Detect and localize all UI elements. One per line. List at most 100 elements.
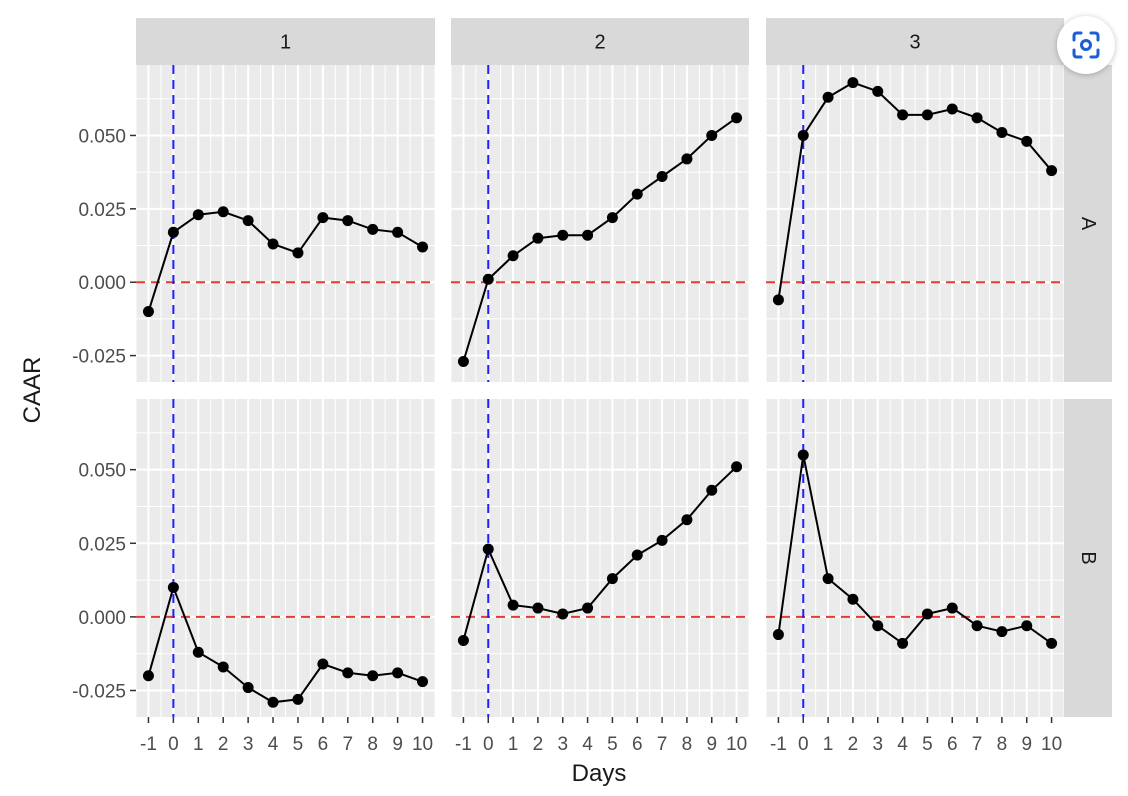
x-tick-label: 7 [657,734,668,755]
panel-A-3 [765,65,1065,382]
panel-B-3 [765,399,1065,717]
facet-strip-col-label: 3 [909,32,920,54]
facet-strips-layer: 1 2 3 A B [136,18,1112,717]
data-point [532,602,544,614]
data-point [706,484,718,496]
visual-search-icon [1072,31,1100,59]
x-tick-label: 4 [582,734,593,755]
data-point [217,206,229,218]
data-point [192,209,204,221]
facet-strip-col-label: 2 [594,32,605,54]
data-point [971,620,983,632]
data-point [267,238,279,250]
data-point [872,85,884,97]
data-point [392,226,404,238]
data-point [1046,165,1058,177]
data-point [921,608,933,620]
data-point [342,215,354,227]
data-point [1046,637,1058,649]
data-point [872,620,884,632]
panel-A-1 [135,65,436,382]
y-tick-label: 0.000 [78,273,126,294]
data-point [822,573,834,585]
x-tick-label: 2 [533,734,544,755]
x-tick-label: 2 [848,734,859,755]
x-tick-label: 4 [897,734,908,755]
panel-B-1 [135,399,436,717]
y-tick-label: 0.050 [78,126,126,147]
facet-strip-row [1064,399,1112,717]
x-tick-label: 6 [632,734,643,755]
facet-strip-col [766,18,1064,65]
series-line [462,465,738,641]
x-tick-label: 7 [343,734,354,755]
data-point [681,514,693,526]
data-point [731,461,743,473]
x-tick-label: 4 [268,734,279,755]
data-point [342,667,354,679]
data-point [367,670,379,682]
data-point [417,241,429,253]
x-tick-label: 8 [997,734,1008,755]
data-point [507,250,519,262]
x-tick-label: 10 [412,734,433,755]
data-point [606,573,618,585]
x-tick-label: 7 [972,734,983,755]
data-point [242,682,254,694]
x-tick-label: 0 [483,734,494,755]
data-point [317,212,329,224]
data-point [706,129,718,141]
data-point [507,599,519,611]
facet-strip-row-label: B [1077,551,1099,564]
facet-strip-col [136,18,435,65]
panel-B-2 [450,399,750,717]
panels-layer [135,65,1065,717]
data-point [946,103,958,115]
series-line [462,116,738,362]
x-tick-label: 5 [607,734,618,755]
data-point [797,129,809,141]
x-tick-label: 2 [218,734,229,755]
x-tick-label: 10 [726,734,747,755]
facet-strip-row-label: A [1077,217,1099,231]
x-tick-label: 5 [293,734,304,755]
data-point [772,629,784,641]
x-tick-label: 8 [367,734,378,755]
x-tick-label: 3 [243,734,254,755]
x-tick-label: 1 [193,734,204,755]
x-tick-label: -1 [140,734,157,755]
data-point [317,658,329,670]
data-point [631,549,643,561]
data-point [656,171,668,183]
x-tick-label: 8 [682,734,693,755]
y-tick-label: -0.025 [72,347,126,368]
facet-strip-row [1064,65,1112,382]
data-point [681,153,693,165]
data-point [142,306,154,318]
visual-search-button[interactable] [1057,16,1115,74]
x-tick-label: 3 [872,734,883,755]
y-tick-label: -0.025 [72,682,126,703]
x-tick-label: 0 [168,734,179,755]
data-point [731,112,743,124]
y-tick-label: 0.025 [78,200,126,221]
y-axis-title: CAAR [19,357,46,424]
data-point [996,626,1008,638]
x-tick-label: 9 [1021,734,1032,755]
axes-layer: -0.025 0.000 0.025 0.050 -0.025 0.000 0.025 0.0… [72,126,1062,755]
data-point [482,543,494,555]
facet-strip-col-label: 1 [280,32,291,54]
x-axis-title: Days [572,760,627,787]
data-point [457,355,469,367]
data-point [532,232,544,244]
data-point [292,693,304,705]
data-point [606,212,618,224]
data-point [897,637,909,649]
data-point [797,449,809,461]
y-tick-label: 0.050 [78,461,126,482]
data-point [996,127,1008,139]
data-point [217,661,229,673]
data-point [1021,135,1033,147]
data-point [897,109,909,121]
